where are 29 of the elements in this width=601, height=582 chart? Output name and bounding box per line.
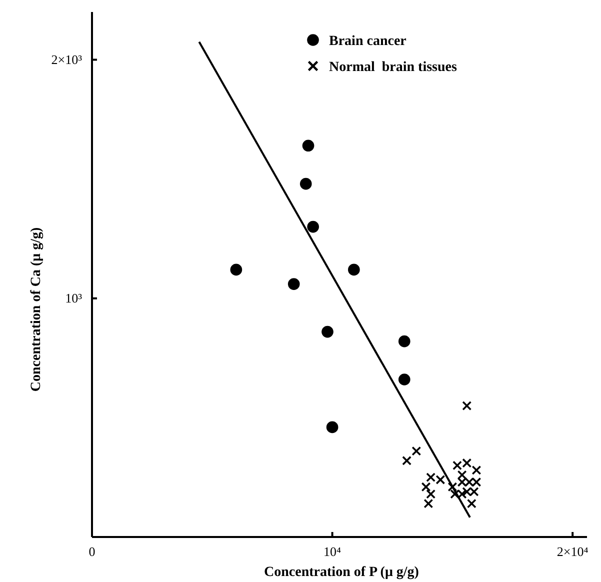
y-axis-title: Concentration of Ca (μ g/g) [29, 227, 44, 392]
point [424, 498, 434, 508]
point [462, 401, 472, 410]
x-tick-label: 2×10⁴ [556, 544, 589, 560]
y-tick-label: 2×10³ [51, 52, 82, 67]
point [402, 456, 412, 466]
x-tick-label: 10⁴ [324, 544, 342, 560]
point [398, 335, 410, 348]
point [288, 278, 300, 290]
point [448, 482, 458, 492]
legend-label: Normal brain tissues [329, 60, 458, 75]
x-axis-title: Concentration of P (μ g/g) [264, 565, 420, 580]
point [426, 489, 436, 499]
point [412, 446, 422, 456]
point [348, 264, 360, 276]
point [421, 482, 431, 492]
point [307, 220, 319, 233]
point [457, 470, 467, 480]
point [322, 326, 334, 338]
legend-label: Brain cancer [329, 34, 406, 49]
point [326, 421, 338, 434]
point [472, 465, 482, 475]
point [466, 498, 476, 508]
point [300, 178, 312, 190]
point [302, 140, 314, 152]
point [230, 264, 242, 276]
point [398, 374, 410, 386]
y-tick-label: 10³ [65, 290, 82, 306]
x-tick-label: 0 [88, 544, 96, 560]
